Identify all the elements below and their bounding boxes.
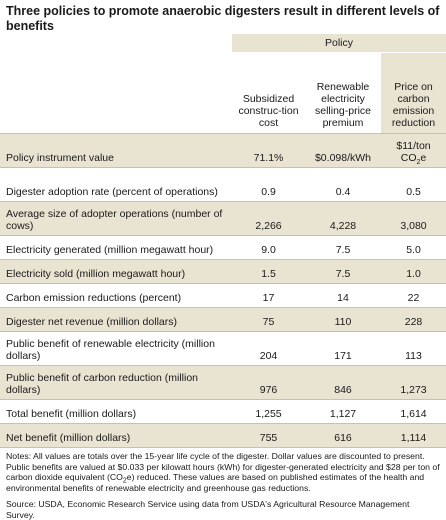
table-row: Electricity generated (million megawatt … <box>0 235 446 260</box>
cell-value: 9.0 <box>232 235 305 260</box>
cell-value: 976 <box>232 365 305 400</box>
row-label: Net benefit (million dollars) <box>0 423 232 447</box>
row-label: Electricity generated (million megawatt … <box>0 235 232 260</box>
table-row: Net benefit (million dollars) 755 616 1,… <box>0 423 446 447</box>
cell-value-co2e: $11/ton CO2e <box>381 133 446 168</box>
cell-value: 1.0 <box>381 259 446 284</box>
column-header-renewable-premium: Renewable electricity selling-price prem… <box>305 52 381 134</box>
table-notes: Notes: All values are totals over the 15… <box>0 447 446 520</box>
row-label: Digester net revenue (million dollars) <box>0 307 232 332</box>
row-label: Average size of adopter operations (numb… <box>0 201 232 236</box>
table-row: Electricity sold (million megawatt hour)… <box>0 259 446 284</box>
cell-value: 71.1% <box>232 133 305 168</box>
row-label: Carbon emission reductions (percent) <box>0 283 232 308</box>
table-row: Policy instrument value 71.1% $0.098/kWh… <box>0 133 446 168</box>
row-label: Total benefit (million dollars) <box>0 399 232 424</box>
column-header-row: Subsidized construc-tion cost Renewable … <box>0 52 446 134</box>
cell-value: 14 <box>305 283 381 308</box>
source-text: Source: USDA, Economic Research Service … <box>6 499 410 520</box>
cell-value: 171 <box>305 331 381 366</box>
table-row: Total benefit (million dollars) 1,255 1,… <box>0 399 446 424</box>
policy-group-header-row: Policy <box>0 34 446 53</box>
cell-value: 1.5 <box>232 259 305 284</box>
cell-value: 3,080 <box>381 201 446 236</box>
table-row: Public benefit of renewable electricity … <box>0 331 446 366</box>
cell-value: 1,614 <box>381 399 446 424</box>
cell-value: 228 <box>381 307 446 332</box>
table-row: Digester adoption rate (percent of opera… <box>0 167 446 202</box>
row-label: Policy instrument value <box>0 133 232 168</box>
cell-value: 5.0 <box>381 235 446 260</box>
row-label: Public benefit of carbon reduction (mill… <box>0 365 232 400</box>
benefits-table: Policy Subsidized construc-tion cost Ren… <box>0 34 446 447</box>
cell-value: 204 <box>232 331 305 366</box>
column-header-subsidized: Subsidized construc-tion cost <box>232 52 305 134</box>
notes-text: Notes: All values are totals over the 15… <box>6 451 440 493</box>
cell-value: 0.5 <box>381 167 446 202</box>
cell-value: 1,273 <box>381 365 446 400</box>
cell-value: 0.9 <box>232 167 305 202</box>
cell-value: 1,114 <box>381 423 446 447</box>
cell-value: 7.5 <box>305 259 381 284</box>
cell-value: 755 <box>232 423 305 447</box>
row-label: Electricity sold (million megawatt hour) <box>0 259 232 284</box>
cell-value: $0.098/kWh <box>305 133 381 168</box>
row-label: Digester adoption rate (percent of opera… <box>0 167 232 202</box>
table-row: Carbon emission reductions (percent) 17 … <box>0 283 446 308</box>
table-row: Public benefit of carbon reduction (mill… <box>0 365 446 400</box>
cell-value: 2,266 <box>232 201 305 236</box>
policy-group-header: Policy <box>232 34 446 53</box>
cell-value: 846 <box>305 365 381 400</box>
cell-value: 113 <box>381 331 446 366</box>
cell-value: 1,255 <box>232 399 305 424</box>
table-row: Digester net revenue (million dollars) 7… <box>0 307 446 332</box>
row-label: Public benefit of renewable electricity … <box>0 331 232 366</box>
table-row: Average size of adopter operations (numb… <box>0 201 446 236</box>
cell-value: 0.4 <box>305 167 381 202</box>
table-title: Three policies to promote anaerobic dige… <box>6 4 440 33</box>
column-header-carbon-price: Price on carbon emission reduction <box>381 52 446 134</box>
cell-value: 110 <box>305 307 381 332</box>
cell-value: 22 <box>381 283 446 308</box>
cell-value: 17 <box>232 283 305 308</box>
cell-value: 75 <box>232 307 305 332</box>
cell-value: 4,228 <box>305 201 381 236</box>
cell-value: 616 <box>305 423 381 447</box>
cell-value: 1,127 <box>305 399 381 424</box>
table-figure: Three policies to promote anaerobic dige… <box>0 4 446 520</box>
cell-value: 7.5 <box>305 235 381 260</box>
